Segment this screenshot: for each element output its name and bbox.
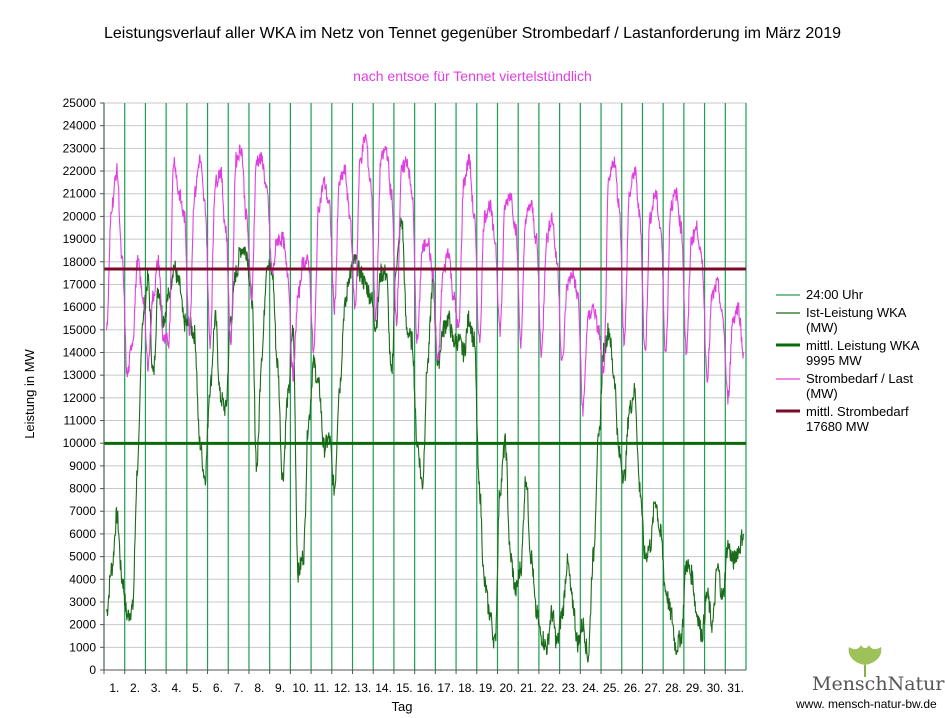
chart-subtitle: nach entsoe für Tennet viertelstündlich xyxy=(353,68,592,84)
y-tick-label: 11000 xyxy=(64,414,97,428)
legend-label: (MW) xyxy=(806,386,838,401)
logo-url: www. mensch-natur-bw.de xyxy=(796,697,937,711)
series-line-load xyxy=(106,133,744,417)
legend-item-day-marker: 24:00 Uhr xyxy=(776,287,864,302)
legend-label: 9995 MW xyxy=(806,353,862,368)
x-tick-label: 19. xyxy=(479,681,496,695)
x-tick-label: 12. xyxy=(334,681,351,695)
legend-label: mittl. Leistung WKA xyxy=(806,338,920,353)
x-tick-label: 20. xyxy=(499,681,516,695)
x-tick-label: 10. xyxy=(292,681,309,695)
x-tick-label: 31. xyxy=(727,681,744,695)
x-tick-label: 27. xyxy=(644,681,661,695)
x-tick-label: 13. xyxy=(355,681,372,695)
y-tick-label: 12000 xyxy=(63,391,97,405)
x-tick-label: 16. xyxy=(417,681,434,695)
y-tick-label: 2000 xyxy=(69,618,96,632)
x-tick-label: 28. xyxy=(665,681,682,695)
x-tick-label: 22. xyxy=(541,681,558,695)
legend-label: 24:00 Uhr xyxy=(806,287,864,302)
x-tick-label: 21. xyxy=(520,681,537,695)
x-tick-label: 29. xyxy=(686,681,703,695)
y-tick-label: 14000 xyxy=(63,345,97,359)
y-tick-label: 1000 xyxy=(69,640,96,654)
chart-title: Leistungsverlauf aller WKA im Netz von T… xyxy=(104,25,841,42)
x-tick-label: 4. xyxy=(171,681,181,695)
x-tick-label: 15. xyxy=(396,681,413,695)
x-tick-label: 25. xyxy=(603,681,620,695)
legend-label: 17680 MW xyxy=(806,419,869,434)
y-tick-label: 6000 xyxy=(69,527,96,541)
y-tick-label: 9000 xyxy=(69,459,96,473)
x-tick-label: 5. xyxy=(192,681,202,695)
y-tick-label: 3000 xyxy=(69,595,96,609)
legend-label: mittl. Strombedarf xyxy=(806,404,909,419)
legend-item-wka: Ist-Leistung WKA (MW) xyxy=(776,305,907,335)
x-tick-label: 6. xyxy=(213,681,223,695)
legend-item-wka-mean: mittl. Leistung WKA 9995 MW xyxy=(776,338,920,368)
x-tick-label: 23. xyxy=(562,681,579,695)
day-marker-lines xyxy=(103,103,747,670)
plot-frame xyxy=(103,102,747,671)
series xyxy=(106,133,744,663)
legend-item-load: Strombedarf / Last (MW) xyxy=(776,371,913,401)
y-tick-label: 5000 xyxy=(69,550,96,564)
legend-label: Ist-Leistung WKA xyxy=(806,305,907,320)
legend-label: (MW) xyxy=(806,320,838,335)
y-tick-label: 10000 xyxy=(63,436,97,450)
y-tick-label: 23000 xyxy=(63,141,97,155)
y-tick-label: 0 xyxy=(89,663,96,677)
y-tick-label: 21000 xyxy=(63,187,97,201)
y-tick-label: 15000 xyxy=(63,323,97,337)
x-tick-label: 30. xyxy=(707,681,724,695)
x-tick-label: 18. xyxy=(458,681,475,695)
x-tick-label: 11. xyxy=(314,681,330,695)
y-tick-label: 8000 xyxy=(69,482,96,496)
x-tick-label: 3. xyxy=(151,681,161,695)
axes: 0 1000 2000 3000 4000 5000 6000 7000 8000 9000 100… xyxy=(63,96,746,695)
y-tick-label: 18000 xyxy=(63,255,97,269)
y-tick-label: 25000 xyxy=(63,96,97,110)
x-tick-label: 24. xyxy=(582,681,599,695)
x-tick-label: 14. xyxy=(375,681,392,695)
logo-text: MenschNatur xyxy=(812,673,945,695)
y-tick-label: 24000 xyxy=(63,119,97,133)
grid xyxy=(103,102,747,671)
x-axis-label: Tag xyxy=(392,699,413,714)
ginkgo-leaf-icon xyxy=(848,645,882,677)
x-tick-label: 17. xyxy=(437,681,454,695)
series-line-wka xyxy=(106,217,744,663)
reference-lines xyxy=(104,267,746,445)
x-tick-label: 9. xyxy=(275,681,285,695)
y-tick-label: 7000 xyxy=(69,504,96,518)
x-tick-label: 1. xyxy=(109,681,119,695)
legend-label: Strombedarf / Last xyxy=(806,371,913,386)
x-tick-label: 26. xyxy=(624,681,641,695)
x-tick-label: 2. xyxy=(130,681,140,695)
y-tick-label: 22000 xyxy=(63,164,97,178)
legend-item-load-mean: mittl. Strombedarf 17680 MW xyxy=(776,404,909,434)
x-tick-label: 7. xyxy=(234,681,244,695)
x-tick-label: 8. xyxy=(254,681,264,695)
y-tick-label: 4000 xyxy=(69,572,96,586)
y-axis-label: Leistung in MW xyxy=(22,348,37,438)
y-tick-label: 13000 xyxy=(63,368,97,382)
y-tick-label: 19000 xyxy=(63,232,97,246)
y-tick-label: 17000 xyxy=(63,277,97,291)
y-tick-label: 16000 xyxy=(63,300,97,314)
y-tick-label: 20000 xyxy=(63,209,97,223)
